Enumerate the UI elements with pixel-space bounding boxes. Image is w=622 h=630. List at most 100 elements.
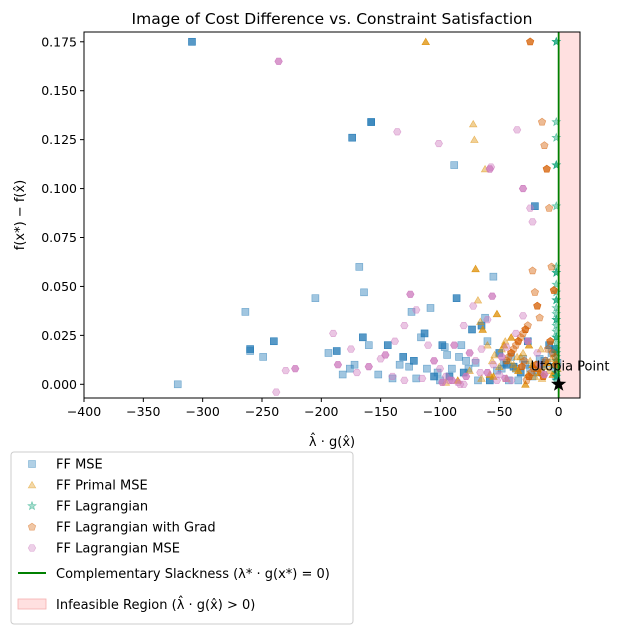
data-point (412, 306, 421, 314)
data-point (423, 364, 431, 373)
y-tick-label: 0.175 (41, 34, 77, 49)
x-axis-title: λ̂ · g(x̂) (309, 433, 355, 450)
data-point (441, 372, 451, 381)
data-point (468, 119, 478, 128)
data-point (501, 374, 510, 383)
series-1 (421, 37, 562, 388)
data-point (471, 264, 480, 273)
legend-label: FF Primal MSE (56, 479, 148, 494)
data-point (526, 37, 535, 46)
data-point (388, 374, 397, 383)
plot-frame (83, 31, 581, 399)
data-point (518, 329, 528, 337)
utopia-point-label: Utopia Point (531, 359, 610, 374)
data-point (455, 353, 463, 361)
x-tick-label: −150 (363, 404, 397, 419)
legend-label: FF Lagrangian with Grad (56, 521, 216, 536)
data-point (469, 302, 478, 310)
data-point (465, 349, 474, 357)
data-point (332, 347, 341, 355)
y-tick-label: 0.125 (41, 132, 77, 147)
data-point (535, 313, 544, 322)
data-point (259, 353, 267, 361)
y-tick-label: 0.150 (41, 83, 77, 98)
axes: −400 −350 −300 −250 −200 −150 −100 −50 0 0.000 0.0… (41, 31, 581, 419)
legend: FF MSE FF Primal MSE FF Lagrangian FF Lagra… (10, 451, 354, 625)
data-point (533, 301, 542, 310)
data-point (188, 37, 196, 46)
data-point (524, 372, 534, 380)
data-point (476, 368, 485, 377)
data-point (173, 380, 182, 389)
data-point (270, 337, 278, 346)
y-axis-title: f(x*) − f(x̂) (13, 180, 28, 250)
data-point (421, 37, 431, 46)
data-point (348, 133, 356, 142)
data-point (400, 322, 409, 330)
data-point (450, 341, 459, 349)
data-point (522, 376, 531, 384)
data-point (546, 336, 555, 345)
data-point (440, 343, 449, 351)
data-point (453, 376, 463, 384)
data-point (438, 341, 447, 349)
data-point (471, 358, 480, 367)
data-point (418, 374, 427, 383)
data-point (483, 316, 492, 324)
x-tick-label: −350 (126, 404, 160, 419)
data-point (452, 294, 461, 302)
data-point (502, 343, 511, 351)
data-point (376, 355, 385, 363)
data-point (543, 344, 553, 353)
data-point (410, 357, 418, 365)
data-point (483, 341, 492, 349)
data-point (530, 288, 539, 296)
data-point (476, 317, 485, 325)
data-point (390, 337, 400, 345)
data-point (521, 380, 530, 388)
data-point (530, 372, 540, 380)
data-point (399, 353, 407, 361)
data-point (291, 365, 300, 373)
x-tick-label: −400 (67, 404, 101, 419)
utopia-point-star (551, 376, 567, 391)
data-point (507, 348, 516, 357)
data-point (445, 376, 454, 384)
data-point (548, 348, 557, 357)
y-tick-label: 0.050 (41, 279, 77, 294)
data-point (526, 204, 535, 212)
data-point (531, 202, 539, 210)
data-point (311, 294, 320, 302)
data-point (443, 351, 451, 359)
data-point (506, 333, 516, 341)
data-point (246, 347, 254, 355)
data-point (459, 322, 468, 330)
data-point (388, 372, 397, 381)
data-point (477, 374, 486, 382)
data-point (535, 361, 544, 369)
y-tick-label: 0.100 (41, 181, 77, 196)
data-point (395, 360, 404, 369)
series-3 (502, 37, 561, 384)
data-point (272, 388, 281, 396)
y-tick-label: 0.000 (41, 377, 77, 392)
legend-label: Complementary Slackness (λ* · g(x*) = 0) (56, 567, 330, 582)
data-point (412, 374, 421, 383)
data-point (474, 376, 482, 385)
data-point (478, 325, 487, 333)
x-tick-label: −200 (304, 404, 338, 419)
data-point (473, 296, 483, 304)
data-point (274, 57, 283, 65)
data-point (487, 356, 497, 365)
data-point (518, 312, 528, 320)
data-point (492, 309, 502, 318)
data-point (281, 367, 290, 375)
data-point (540, 141, 549, 149)
data-point (500, 337, 510, 345)
data-point (488, 292, 497, 300)
series-0 (173, 37, 562, 389)
data-point (360, 288, 368, 297)
data-point (507, 376, 516, 384)
y-tick-label: 0.075 (41, 230, 77, 245)
